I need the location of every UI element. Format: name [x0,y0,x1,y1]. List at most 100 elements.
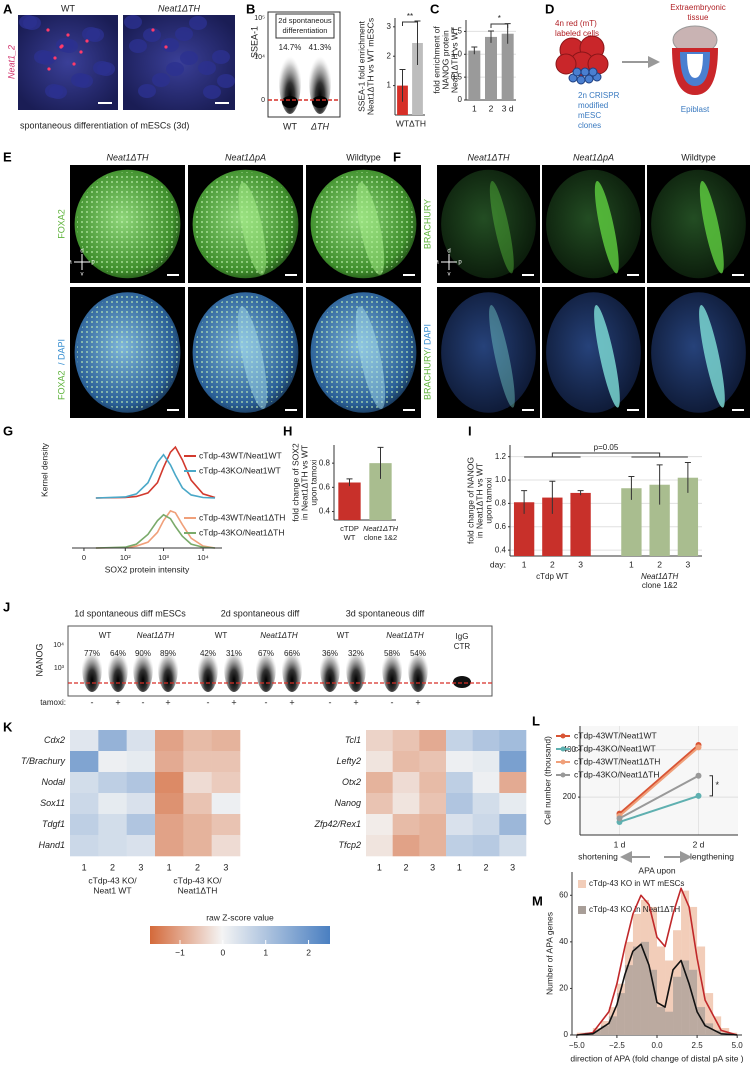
x-tick-label: 10³ [158,553,169,562]
column-label: 3 [138,862,143,872]
flow-density [108,644,128,692]
heatmap-cell [392,793,420,815]
flow-density [408,644,428,692]
histogram-bar [632,946,641,1035]
stain-label: FOXA2 [56,370,66,400]
line [619,794,699,823]
mesc-cell [588,67,598,77]
column-label: 1 [167,862,172,872]
row-label: Nodal [41,777,66,787]
heatmap-cell [446,835,473,857]
histogram-bar [689,969,698,1035]
column-label: 1 [377,862,382,872]
stain-label: BRACHURY [422,350,432,400]
bar [677,477,699,556]
heatmap-cell [392,751,420,773]
treatment: - [142,697,145,707]
x-tick-label: 2 [489,103,494,113]
histogram-bar [608,1016,617,1035]
panel-label: G [3,423,13,438]
compass-label: p [91,260,95,266]
flow-density [158,644,178,692]
flow-percent: 41.3% [309,43,332,52]
histogram-bar [697,946,706,1035]
nucleus [203,85,221,99]
panel-label: J [3,599,10,614]
nucleus [217,74,235,88]
bar [513,502,535,556]
diagram-label: modified [578,101,608,110]
nucleus [38,51,56,65]
significance: p=0.05 [594,443,619,452]
row-label: Tfcp2 [338,840,361,850]
heatmap-cell [446,793,473,815]
y-axis-title: fold enrichment of [431,26,441,94]
row-label: Hand1 [38,840,65,850]
x-tick-label: 1 [472,103,477,113]
rna-foci [53,56,57,60]
compass-label: d [447,249,450,255]
row-label: Nanog [334,798,361,808]
density-curve [95,513,216,549]
annotation: shortening [578,851,618,861]
heatmap-cell [126,835,156,857]
y-axis-title: Neat1ΔTH vs WT [449,27,459,93]
group-label: cTdp-43 KO/ [88,875,137,885]
histogram-bar [673,976,682,1035]
streak [355,306,386,410]
nucleus [161,38,179,52]
mesc-cell [572,67,582,77]
histogram-bar [624,965,633,1035]
x-tick-label: 3 d [502,103,514,113]
colorbar-title: raw Z-score value [206,912,274,922]
title-box [275,13,335,39]
embryo [546,292,641,413]
y-tick-label: 2 [387,51,392,60]
treatment: + [289,697,294,707]
genotype-label: WT [337,631,350,640]
error-bar [488,30,494,43]
y-axis-title: Kernel density [39,442,49,497]
panel-label: K [3,719,13,734]
embryo [651,169,746,279]
x-axis-title: direction of APA (fold change of distal … [570,1053,743,1063]
rna-foci [47,67,51,71]
heatmap-cell [366,772,393,794]
column-header: Neat1ΔpA [573,152,614,162]
column-label: 2 [195,862,200,872]
y-tick-label: 0.5 [451,72,463,81]
heatmap-cell [419,730,447,752]
heatmap-cell [211,730,241,752]
stain-label: / DAPI [422,324,432,350]
nucleus [23,16,41,30]
treatment: + [231,697,236,707]
heatmap-cell [70,772,99,794]
bar [485,36,497,100]
legend-label: cTdp-43KO/Neat1WT [199,465,281,475]
bar [542,497,563,556]
diagram-label: Extraembryonic [670,3,726,12]
density-curve [95,453,216,499]
heatmap-cell [472,772,500,794]
y-axis-title: SSEA-1 fold enrichment [356,21,366,112]
error-bar [346,478,353,487]
cavity [687,54,703,78]
streak [594,305,620,408]
error-bar [471,46,478,55]
legend-swatch [560,733,566,739]
heatmap-cell [472,793,500,815]
heatmap-cell [183,793,212,815]
line [618,746,700,817]
error-bar [656,464,663,505]
nucleus [129,39,147,53]
histogram-bar [681,960,690,1035]
heatmap-cell [366,835,393,857]
mesc-cell [576,75,586,85]
bar [338,482,361,520]
y-tick-label: 0.8 [495,499,507,508]
density-curve [576,943,738,1036]
column-label: 3 [430,862,435,872]
embryo [441,169,536,279]
error-bar [377,446,384,479]
treatment: - [329,697,332,707]
